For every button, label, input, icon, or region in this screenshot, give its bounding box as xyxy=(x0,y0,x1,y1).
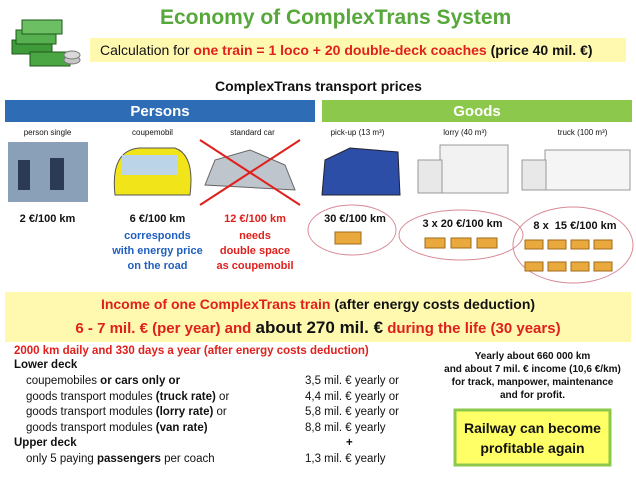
text: during the life (30 years) xyxy=(383,320,561,337)
item-label: standard car xyxy=(205,128,300,137)
text: needs xyxy=(200,229,310,244)
row-text: goods transport modules (truck rate) or xyxy=(26,391,229,403)
row-value: 8,8 mil. € yearly xyxy=(305,422,386,434)
text: passengers xyxy=(97,453,161,465)
text: or xyxy=(216,391,229,403)
text: corresponds xyxy=(100,229,215,244)
text: and for profit. xyxy=(430,389,635,402)
goods-heading: Goods xyxy=(322,103,632,120)
text: Income of one ComplexTrans train xyxy=(101,296,331,312)
money-icon xyxy=(12,20,80,66)
text: goods transport modules xyxy=(26,391,156,403)
row-value: 5,8 mil. € yearly or xyxy=(305,406,399,418)
persons-heading: Persons xyxy=(5,103,315,120)
slide: Economy of ComplexTrans System Calculati… xyxy=(0,0,636,479)
row-value: 4,4 mil. € yearly or xyxy=(305,391,399,403)
text: profitable again xyxy=(455,438,610,458)
row-value: 3,5 mil. € yearly or xyxy=(305,375,399,387)
calc-line: Calculation for one train = 1 loco + 20 … xyxy=(100,42,593,58)
text: as coupemobil xyxy=(200,259,310,274)
text: (price 40 mil. €) xyxy=(487,42,593,58)
text: 6 - 7 mil. € (per year) and xyxy=(75,320,255,337)
text: about 270 mil. € xyxy=(255,318,383,337)
item-label: coupemobil xyxy=(105,128,200,137)
prices-title: ComplexTrans transport prices xyxy=(215,78,422,94)
text: (lorry rate) xyxy=(156,406,214,418)
text: (truck rate) xyxy=(156,391,216,403)
text: with energy price xyxy=(100,244,215,259)
row-text: coupemobiles or cars only or xyxy=(26,375,180,387)
text: on the road xyxy=(100,259,215,274)
text: (after energy costs deduction) xyxy=(330,296,535,312)
item-label: lorry (40 m³) xyxy=(420,128,510,137)
text: or cars only or xyxy=(97,375,180,387)
text: double space xyxy=(200,244,310,259)
item-label: person single xyxy=(0,128,95,137)
details-heading: 2000 km daily and 330 days a year (after… xyxy=(14,345,369,357)
upper-deck: Upper deck xyxy=(14,437,77,449)
text: and about 7 mil. € income (10,6 €/km) xyxy=(430,363,635,376)
modules xyxy=(335,232,612,271)
item-price: 8 x 15 €/100 km xyxy=(520,220,630,232)
text: goods transport modules xyxy=(26,422,156,434)
upper-row: only 5 paying passengers per coach xyxy=(26,453,215,465)
text: coupemobiles xyxy=(26,375,97,387)
text: for track, manpower, maintenance xyxy=(430,376,635,389)
title: Economy of ComplexTrans System xyxy=(160,6,511,30)
item-label: pick-up (13 m³) xyxy=(315,128,400,137)
text: goods transport modules xyxy=(26,406,156,418)
item-price: 2 €/100 km xyxy=(0,213,95,225)
item-price: 12 €/100 km xyxy=(205,213,305,225)
text: Railway can become xyxy=(455,418,610,438)
item-price: 3 x 20 €/100 km xyxy=(410,218,515,230)
text: one train = 1 loco + 20 double-deck coac… xyxy=(193,42,486,58)
text: (van rate) xyxy=(156,422,208,434)
lower-deck: Lower deck xyxy=(14,359,77,371)
text: or xyxy=(213,406,226,418)
row-text: goods transport modules (lorry rate) or xyxy=(26,406,227,418)
income-line2: 6 - 7 mil. € (per year) and about 270 mi… xyxy=(5,318,631,338)
text: Yearly about 660 000 km xyxy=(430,350,635,363)
item-label: truck (100 m³) xyxy=(535,128,630,137)
item-price: 6 €/100 km xyxy=(105,213,210,225)
item-price: 30 €/100 km xyxy=(315,213,395,225)
text: Calculation for xyxy=(100,42,193,58)
upper-value: 1,3 mil. € yearly xyxy=(305,453,386,465)
photos xyxy=(8,140,630,205)
text: per coach xyxy=(161,453,215,465)
row-text: goods transport modules (van rate) xyxy=(26,422,208,434)
income-line1: Income of one ComplexTrans train (after … xyxy=(5,296,631,312)
text: only 5 paying xyxy=(26,453,97,465)
plus: + xyxy=(346,437,353,449)
